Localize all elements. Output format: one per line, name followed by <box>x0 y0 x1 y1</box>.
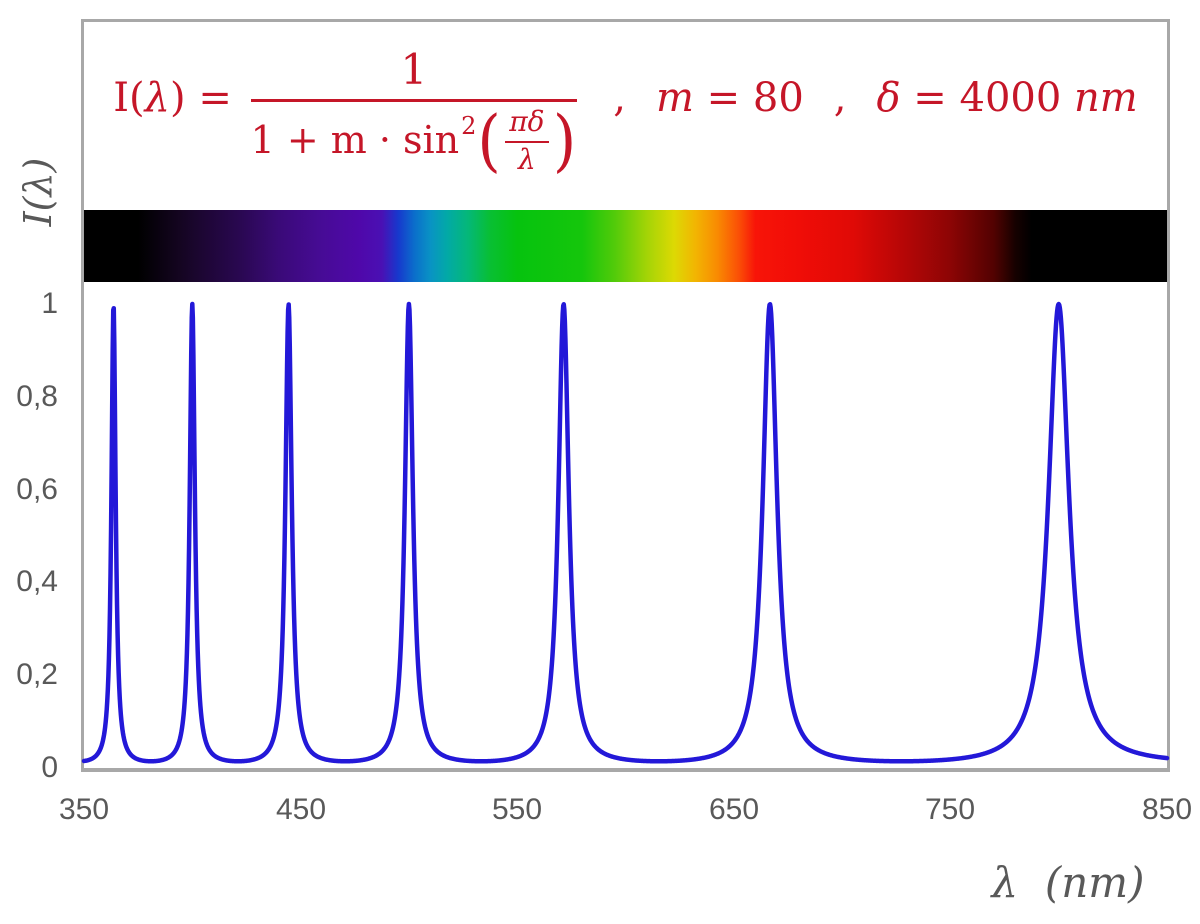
denominator-text: 1 + m · sin <box>250 118 460 163</box>
open-paren: ( <box>477 101 501 181</box>
inner-fraction: πδ λ <box>504 104 549 176</box>
y-tick-label: 0,4 <box>16 565 58 598</box>
m-equation: m = 80 <box>655 75 804 121</box>
x-axis-title: λ (nm) <box>991 857 1145 907</box>
sin-exponent: 2 <box>461 111 477 140</box>
y-tick-label: 0,8 <box>16 380 58 413</box>
inner-fraction-bar <box>504 140 549 143</box>
x-tick-label: 650 <box>708 793 760 826</box>
inner-numerator: πδ <box>509 104 545 138</box>
spectrum-bar <box>84 210 1167 282</box>
inner-denominator: λ <box>517 142 536 176</box>
x-tick-label: 750 <box>924 793 976 826</box>
formula: I(λ) = 1 1 + m · sin 2 ( πδ λ ) , m = 80 … <box>84 40 1167 182</box>
y-tick-label: 1 <box>41 287 58 320</box>
y-tick-label: 0,2 <box>16 658 58 691</box>
close-paren: ) <box>552 101 577 181</box>
delta-equation: δ = 4000 nm <box>876 75 1138 121</box>
x-tick-label: 450 <box>275 793 327 826</box>
comma-1: , <box>613 75 626 121</box>
x-tick-label: 850 <box>1141 793 1193 826</box>
fraction-numerator: 1 <box>400 44 428 94</box>
fraction-bar <box>250 98 578 102</box>
x-tick-label: 550 <box>491 793 543 826</box>
fraction-denominator: 1 + m · sin 2 ( πδ λ ) <box>251 102 578 176</box>
y-tick-label: 0 <box>41 751 58 784</box>
formula-fraction: 1 1 + m · sin 2 ( πδ λ ) <box>250 44 578 176</box>
y-axis-title: I(λ) <box>16 157 60 227</box>
y-tick-label: 0,6 <box>16 473 58 506</box>
formula-lhs: I(λ) = <box>113 75 245 121</box>
comma-2: , <box>833 75 847 121</box>
x-tick-label: 350 <box>58 793 110 826</box>
